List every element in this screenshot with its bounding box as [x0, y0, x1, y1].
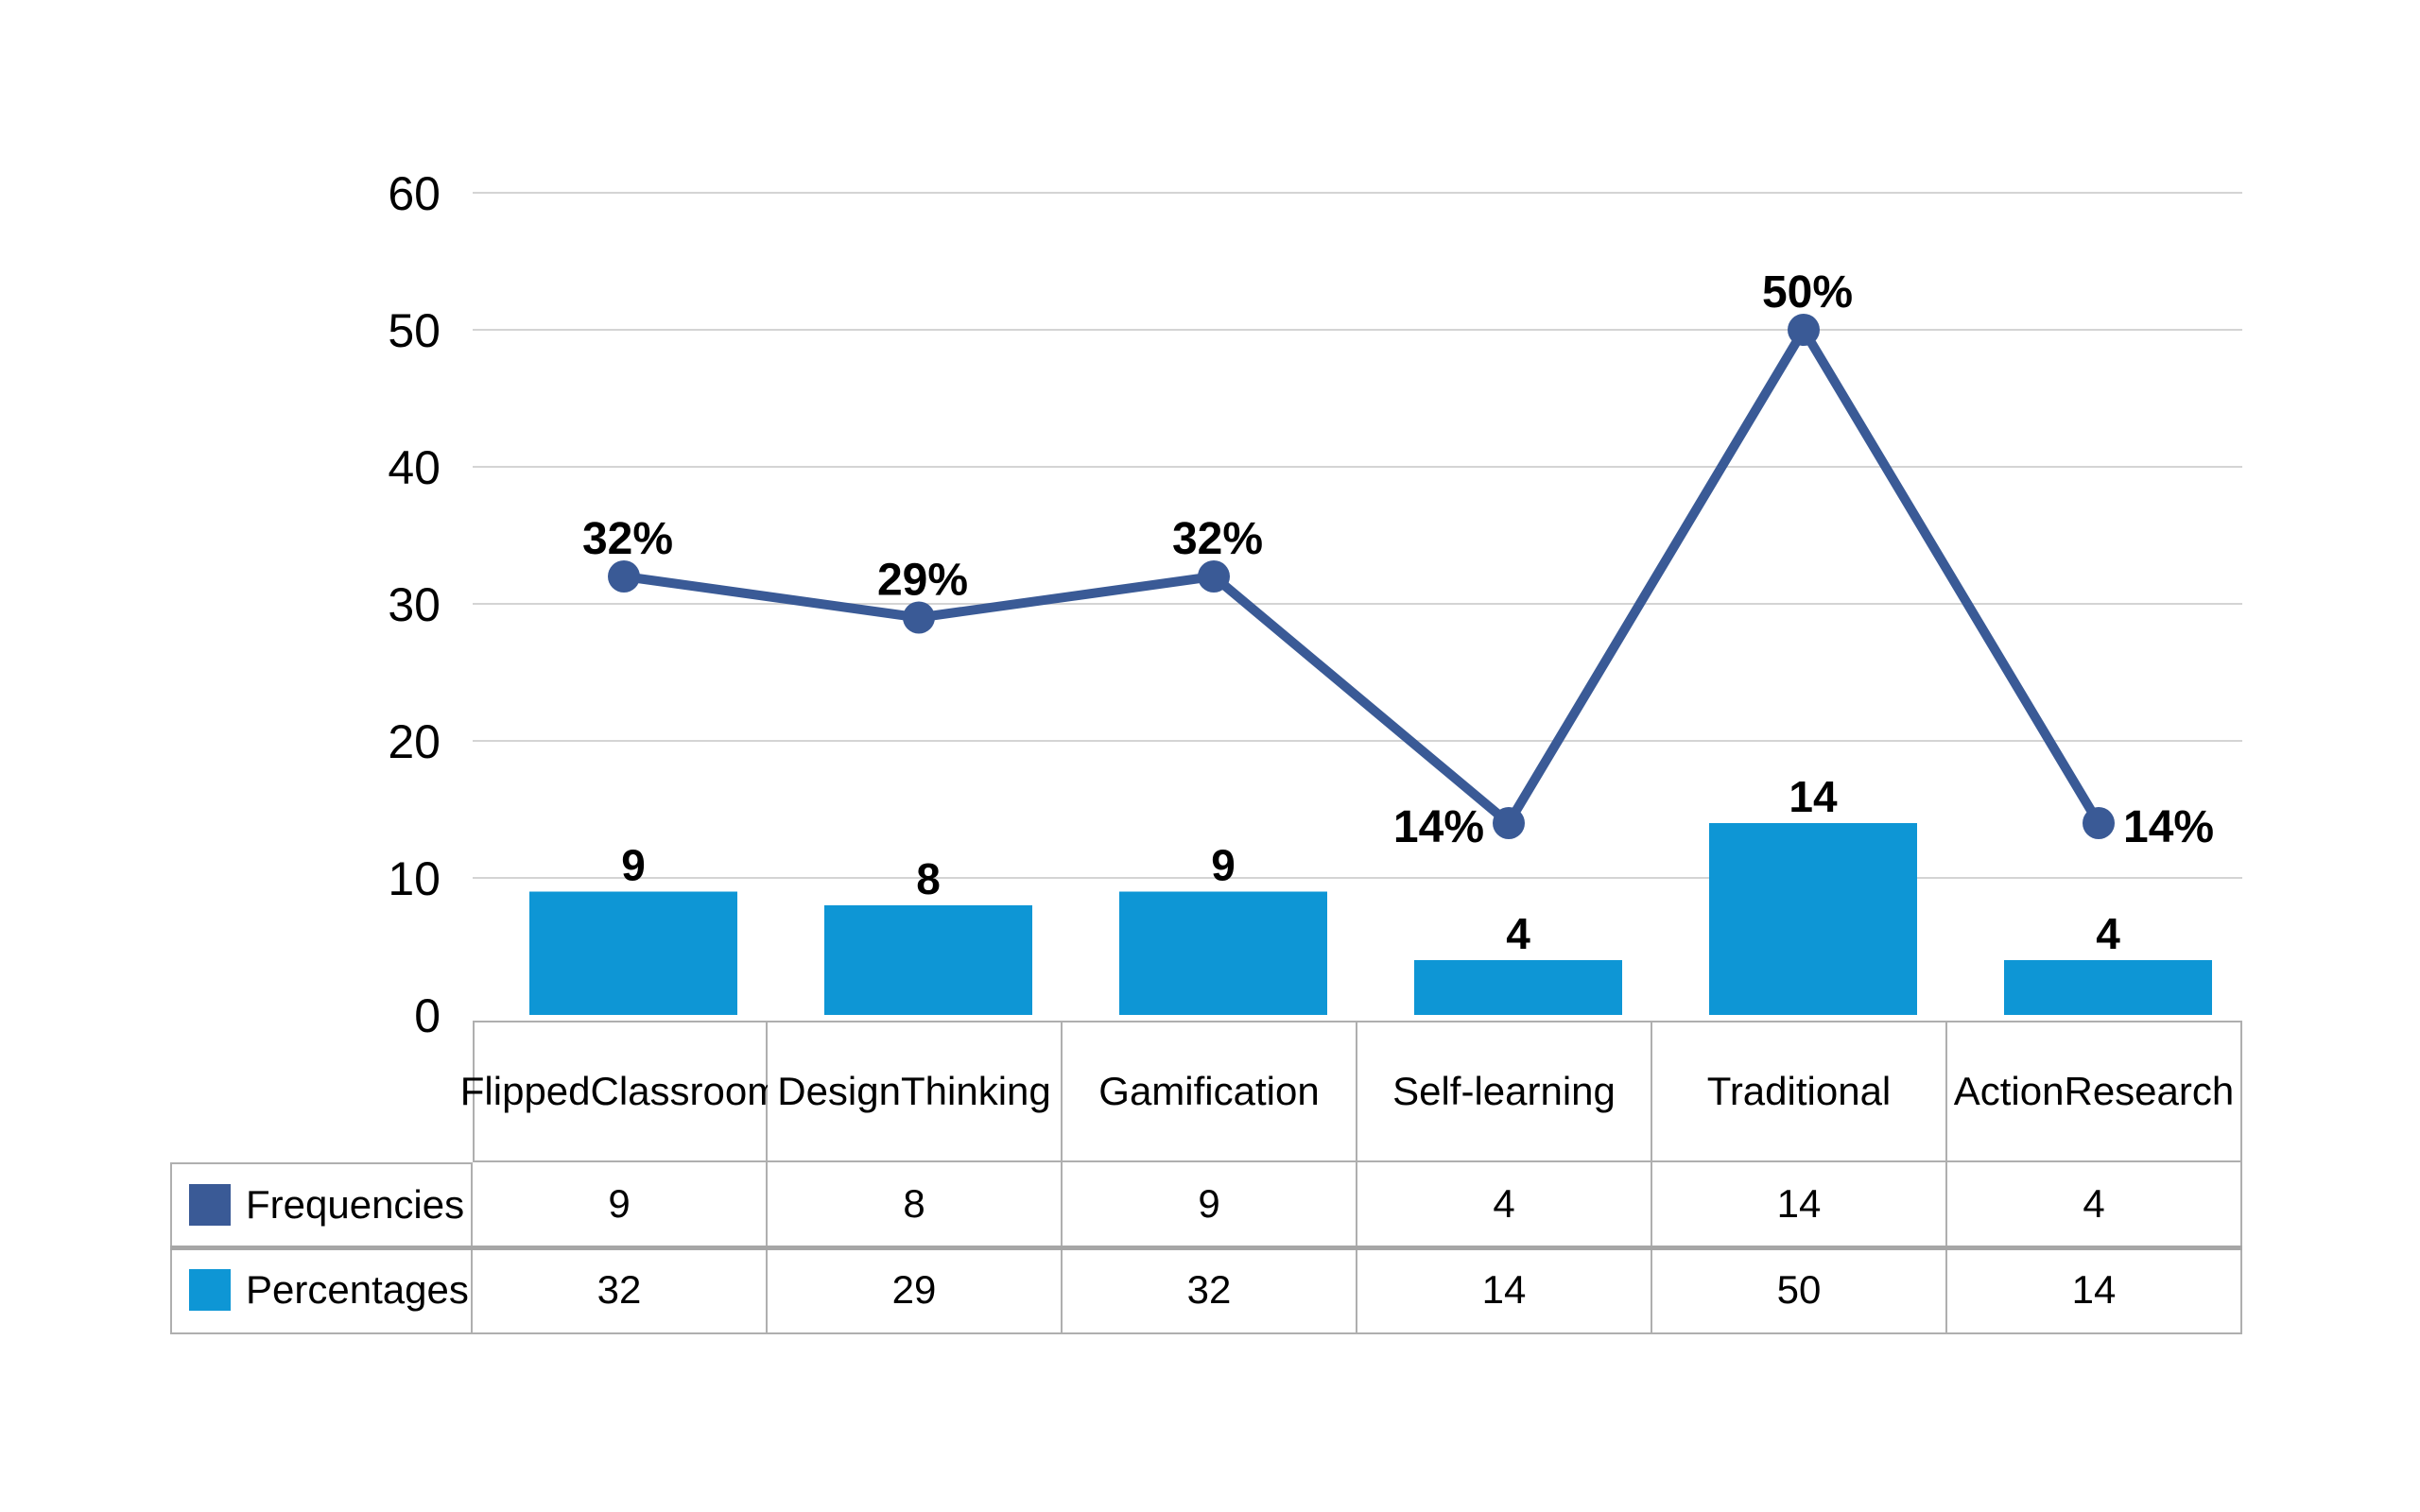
line-marker-self-learning [1493, 807, 1525, 839]
table-value-frequencies-traditional: 14 [1652, 1162, 1947, 1247]
bar-data-label: 8 [916, 854, 941, 903]
column-header-line: Design [777, 1069, 901, 1114]
line-data-label: 29% [877, 556, 968, 606]
line-data-label: 14% [2123, 802, 2214, 852]
bar-flipped-classroom [529, 891, 737, 1015]
bar-data-label: 9 [621, 841, 646, 890]
bar-self-learning [1414, 960, 1622, 1015]
column-header-self-learning: Self-learning [1357, 1021, 1652, 1162]
bar-action-research [2004, 960, 2212, 1015]
line-marker-flipped-classroom [608, 560, 640, 593]
legend-key-percentages-swatch [189, 1269, 231, 1311]
column-header-line: Gamification [1098, 1069, 1320, 1114]
column-header-line: Research [2064, 1069, 2235, 1114]
bar-data-label: 14 [1789, 772, 1838, 821]
table-value-frequencies-flipped-classroom: 9 [473, 1162, 768, 1247]
table-value-frequencies-action-research: 4 [1947, 1162, 2242, 1247]
y-axis-tick-label: 60 [388, 167, 441, 220]
column-header-line: Classroom [590, 1069, 781, 1114]
line-data-label: 50% [1762, 267, 1853, 318]
column-header-action-research: Action Research [1947, 1021, 2242, 1162]
y-axis-tick-label: 0 [414, 989, 441, 1042]
column-header-gamification: Gamification [1063, 1021, 1357, 1162]
bar-data-label: 4 [2096, 909, 2120, 958]
y-axis-tick-label: 40 [388, 441, 441, 494]
legend-row-percentages: Percentages [170, 1247, 473, 1334]
y-axis-tick-label: 20 [388, 715, 441, 768]
column-header-line: Traditional [1706, 1069, 1892, 1114]
table-value-frequencies-self-learning: 4 [1357, 1162, 1652, 1247]
y-axis-tick-label: 50 [388, 304, 441, 357]
chart-data-table: Flipped Classroom Design Thinking Gamificati… [170, 1021, 2242, 1334]
legend-row-frequencies: Frequencies [170, 1162, 473, 1247]
column-header-line: Thinking [900, 1069, 1051, 1114]
line-data-label: 32% [1172, 514, 1263, 564]
table-value-percentages-flipped-classroom: 32 [473, 1247, 768, 1334]
line-marker-design-thinking [903, 601, 935, 634]
column-header-flipped-classroom: Flipped Classroom [460, 1021, 780, 1162]
line-marker-action-research [2083, 807, 2115, 839]
column-header-traditional: Traditional [1652, 1021, 1947, 1162]
combo-chart-plot: 0 10 20 30 40 50 60 9 8 9 4 14 4 32% 29% 32% 14% 50% 14% [388, 167, 2242, 1042]
line-data-label: 14% [1393, 802, 1484, 852]
legend-label: Percentages [246, 1267, 469, 1312]
table-corner-empty [170, 1021, 473, 1162]
bar-data-label: 4 [1506, 909, 1530, 958]
bar-data-label: 9 [1211, 841, 1236, 890]
table-value-percentages-gamification: 32 [1063, 1247, 1357, 1334]
column-header-line: Flipped [459, 1069, 591, 1114]
column-header-design-thinking: Design Thinking [768, 1021, 1063, 1162]
table-value-frequencies-design-thinking: 8 [768, 1162, 1063, 1247]
column-header-line: Action [1953, 1069, 2065, 1114]
legend-key-frequencies-swatch [189, 1184, 231, 1226]
column-header-line: Self-learning [1392, 1069, 1616, 1114]
bar-design-thinking [824, 905, 1032, 1015]
bar-traditional [1709, 823, 1917, 1015]
percentages-line [619, 325, 2103, 828]
line-data-label: 32% [582, 514, 673, 564]
y-axis-tick-label: 10 [388, 852, 441, 905]
line-marker-traditional [1788, 314, 1820, 346]
y-axis-tick-label: 30 [388, 578, 441, 631]
table-value-percentages-self-learning: 14 [1357, 1247, 1652, 1334]
table-value-frequencies-gamification: 9 [1063, 1162, 1357, 1247]
table-value-percentages-design-thinking: 29 [768, 1247, 1063, 1334]
table-value-percentages-action-research: 14 [1947, 1247, 2242, 1334]
bar-gamification [1119, 891, 1327, 1015]
line-marker-gamification [1198, 560, 1230, 593]
table-value-percentages-traditional: 50 [1652, 1247, 1947, 1334]
legend-label: Frequencies [246, 1182, 465, 1227]
